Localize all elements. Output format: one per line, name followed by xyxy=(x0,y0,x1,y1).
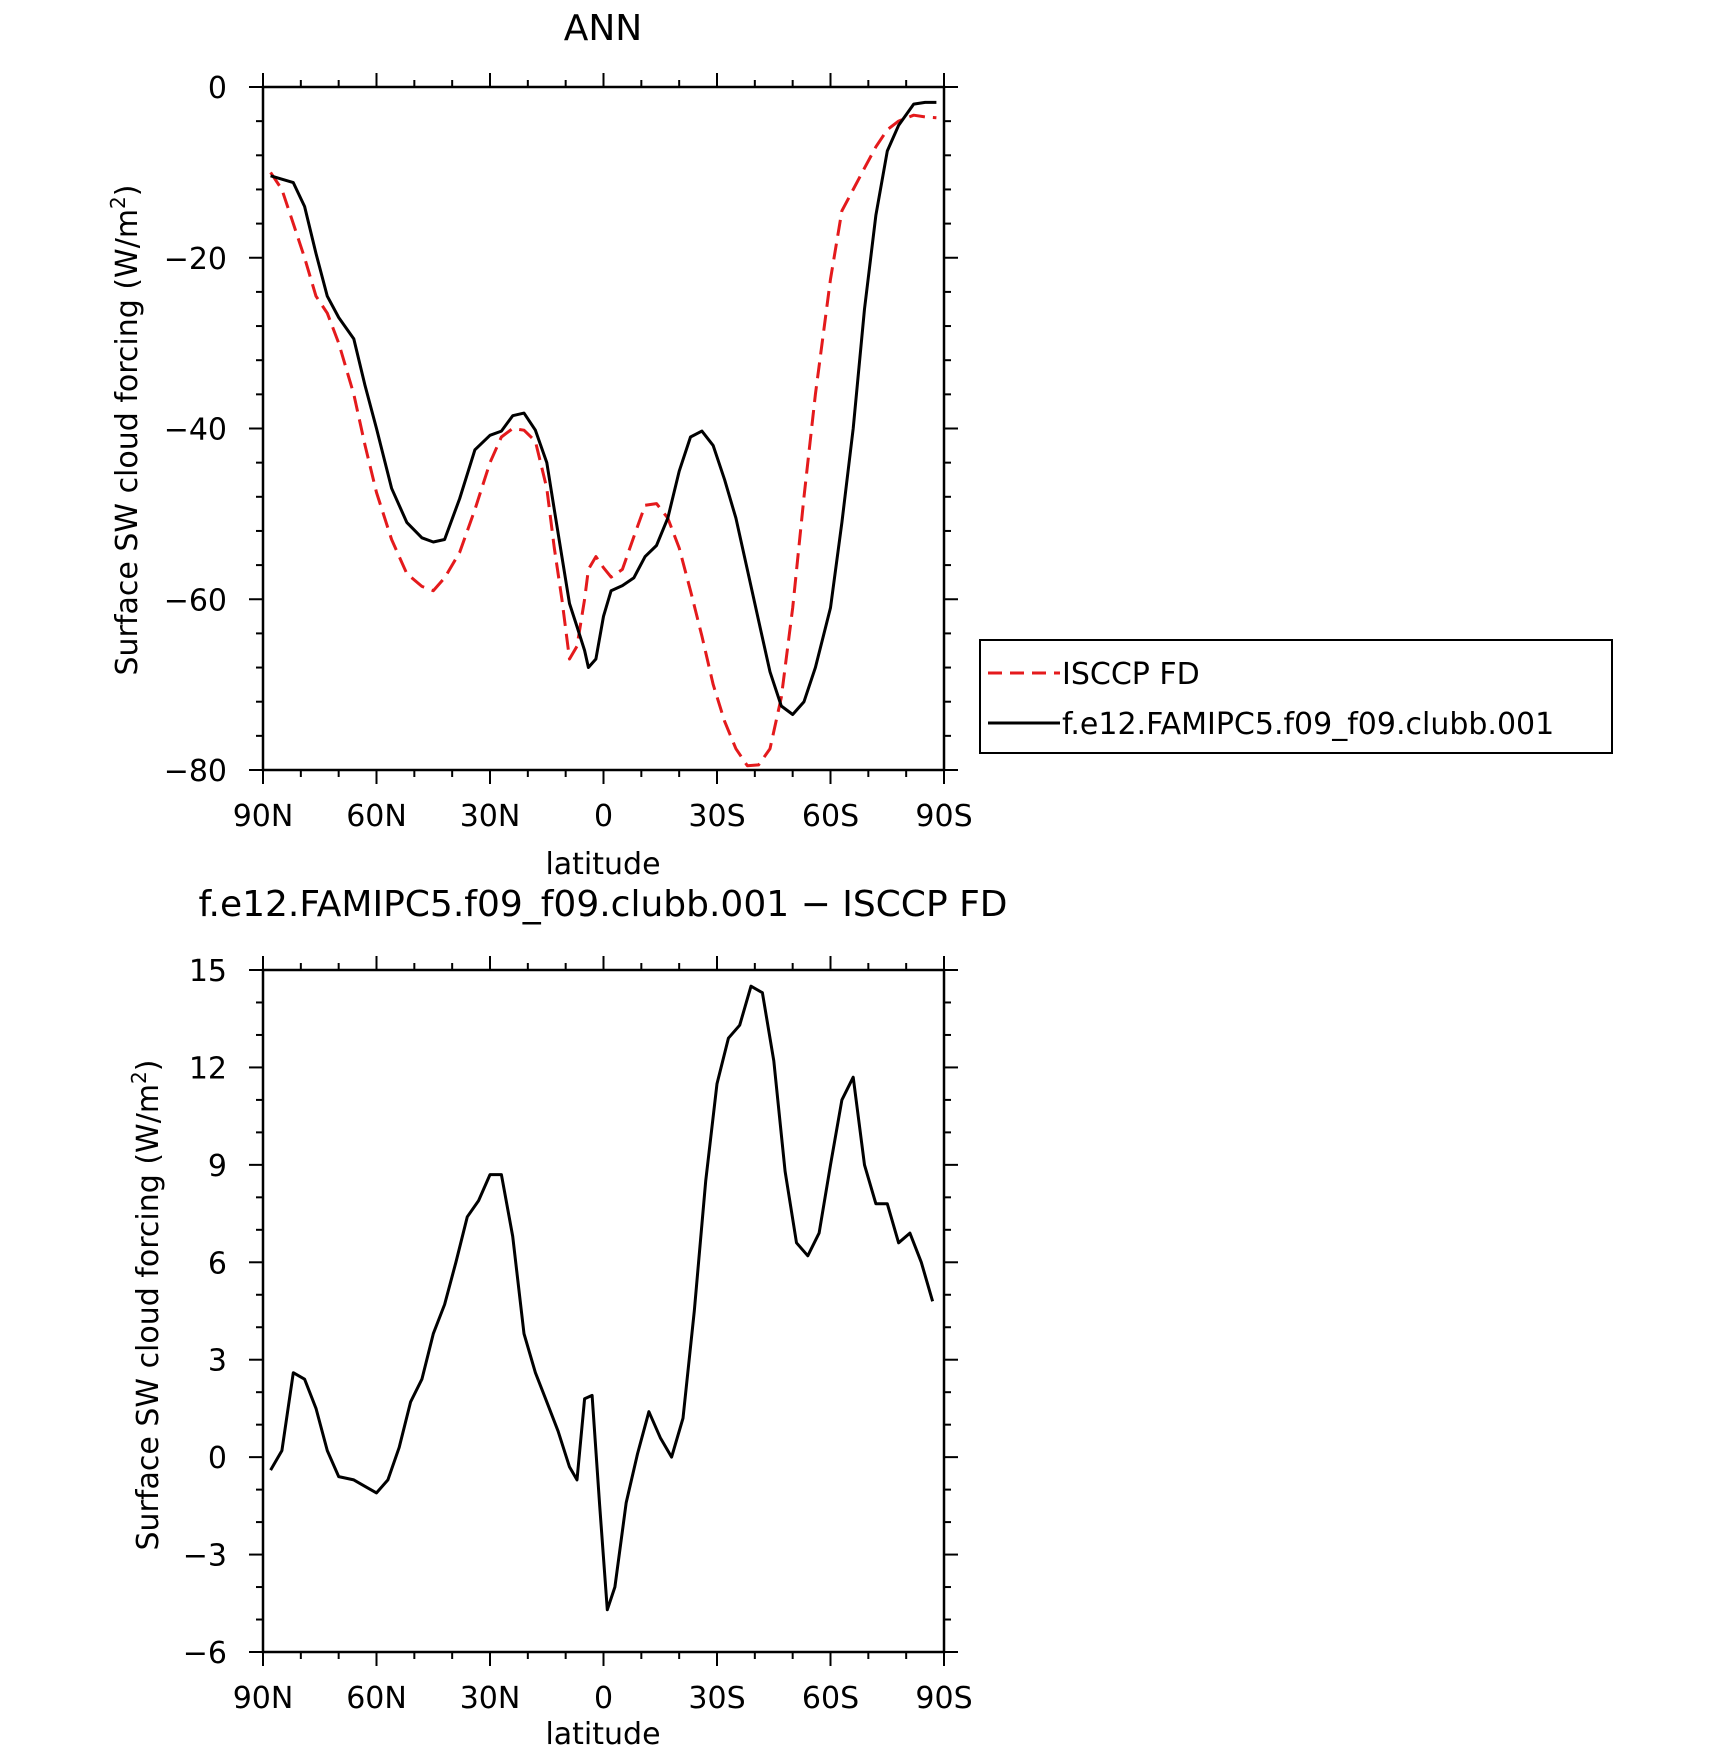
y-tick-label: 9 xyxy=(208,1149,227,1184)
y-tick-label: 0 xyxy=(208,71,227,106)
legend-label-isccp-fd: ISCCP FD xyxy=(1062,657,1200,692)
series-line-1-0 xyxy=(269,984,935,1612)
y-tick-label: −80 xyxy=(164,754,227,789)
bottom-y-axis-label: Surface SW cloud forcing (W/m2) xyxy=(127,1059,166,1550)
bottom-y-axis-label-main: Surface SW cloud forcing (W/m xyxy=(131,1084,166,1551)
y-tick-label: −40 xyxy=(164,413,227,448)
top-chart-title: ANN xyxy=(564,8,643,49)
bottom-y-axis-label-superscript: 2 xyxy=(127,1071,151,1084)
top-series-lines xyxy=(269,100,937,768)
top-axis-ticks xyxy=(249,73,958,784)
bottom-chart-title: f.e12.FAMIPC5.f09_f09.clubb.001 − ISCCP … xyxy=(198,884,1007,925)
x-tick-label: 90S xyxy=(915,799,972,834)
top-x-tick-labels: 90N 60N 30N 0 30S 60S 90S xyxy=(233,799,973,834)
top-y-axis-label-main: Surface SW cloud forcing (W/m xyxy=(110,209,145,676)
legend-label-model: f.e12.FAMIPC5.f09_f09.clubb.001 xyxy=(1062,707,1554,742)
y-tick-label: 0 xyxy=(208,1441,227,1476)
bottom-y-axis-label-close: ) xyxy=(131,1059,166,1071)
y-tick-label: −3 xyxy=(183,1539,227,1574)
y-tick-label: −6 xyxy=(183,1636,227,1671)
x-tick-label: 30N xyxy=(460,1681,521,1716)
x-tick-label: 60S xyxy=(802,1681,859,1716)
top-plot-frame xyxy=(261,85,946,772)
bottom-series-lines xyxy=(269,984,935,1612)
top-y-axis-label: Surface SW cloud forcing (W/m2) xyxy=(106,184,145,675)
x-tick-label: 60S xyxy=(802,799,859,834)
x-tick-label: 90S xyxy=(915,1681,972,1716)
y-tick-label: 3 xyxy=(208,1344,227,1379)
series-line-0-0 xyxy=(269,113,937,768)
x-tick-label: 60N xyxy=(346,799,407,834)
y-tick-label: −20 xyxy=(164,242,227,277)
bottom-plot-frame xyxy=(261,968,946,1654)
x-tick-label: 30S xyxy=(688,1681,745,1716)
y-tick-label: 6 xyxy=(208,1246,227,1281)
x-tick-label: 60N xyxy=(346,1681,407,1716)
x-tick-label: 30N xyxy=(460,799,521,834)
top-y-axis-label-superscript: 2 xyxy=(106,196,130,209)
bottom-panel: f.e12.FAMIPC5.f09_f09.clubb.001 − ISCCP … xyxy=(127,884,1008,1745)
series-line-0-1 xyxy=(270,100,937,716)
top-x-axis-label: latitude xyxy=(545,847,660,882)
x-tick-label: 0 xyxy=(594,799,613,834)
y-tick-label: −60 xyxy=(164,583,227,618)
x-tick-label: 30S xyxy=(688,799,745,834)
y-tick-label: 15 xyxy=(189,954,227,989)
y-tick-label: 12 xyxy=(189,1051,227,1086)
x-tick-label: 0 xyxy=(594,1681,613,1716)
bottom-x-tick-labels: 90N 60N 30N 0 30S 60S 90S xyxy=(233,1681,973,1716)
top-y-tick-labels: −80 −60 −40 −20 0 xyxy=(164,71,227,789)
x-tick-label: 90N xyxy=(233,799,294,834)
chart-legend: ISCCP FD f.e12.FAMIPC5.f09_f09.clubb.001 xyxy=(979,639,1613,754)
x-tick-label: 90N xyxy=(233,1681,294,1716)
legend-box xyxy=(979,639,1613,754)
bottom-y-tick-labels: −6 −3 0 3 6 9 12 15 xyxy=(183,954,227,1671)
bottom-x-axis-label: latitude xyxy=(545,1717,660,1745)
top-y-axis-label-close: ) xyxy=(110,184,145,196)
top-panel: ANN 90N 60N 30N 0 30S 60S 90S −80 −60 −40 −20 0 la… xyxy=(106,8,1613,882)
